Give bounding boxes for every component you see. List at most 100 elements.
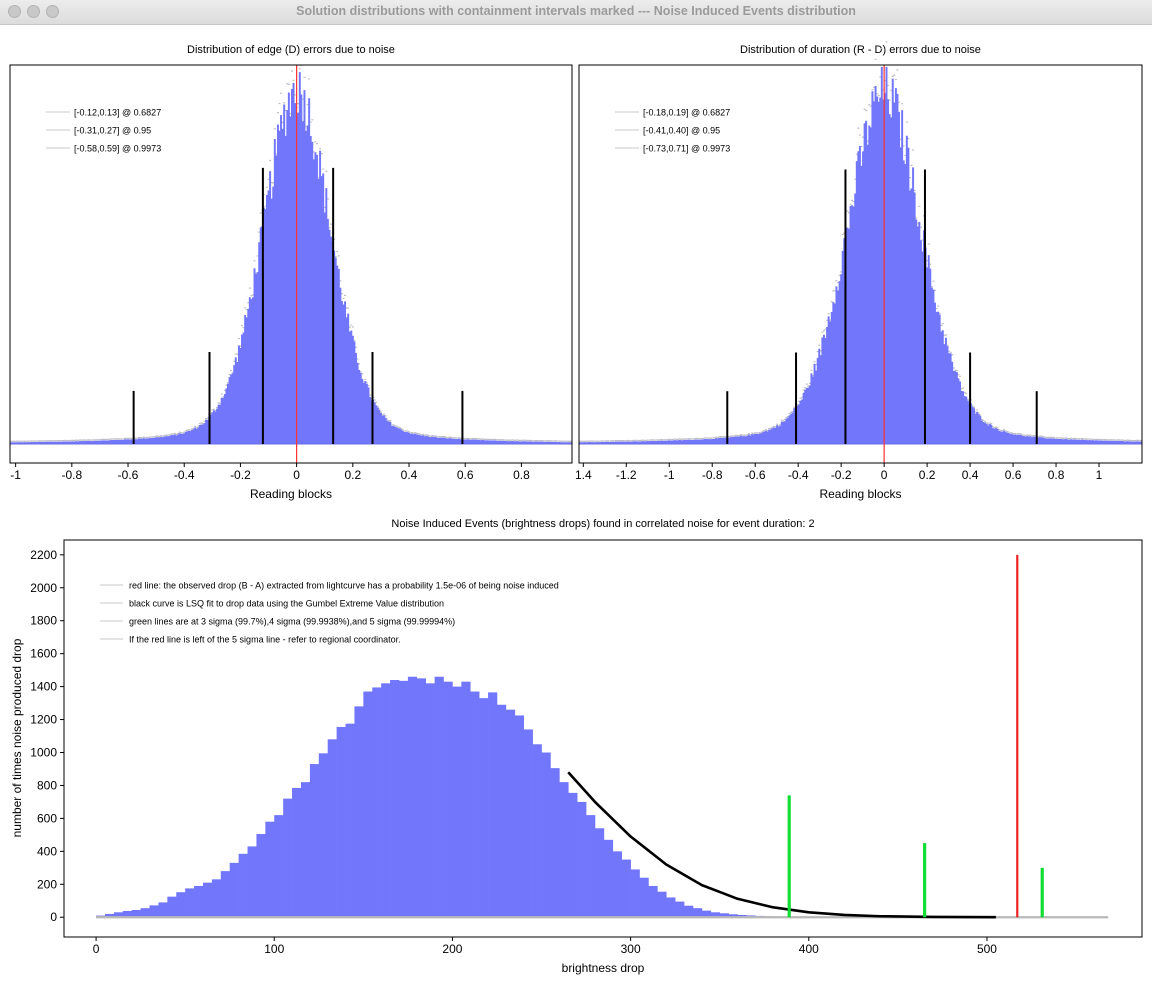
histogram-bar: [425, 683, 435, 918]
histogram-bars-edge: [10, 72, 573, 445]
histogram-bar: [327, 739, 337, 918]
x-tick-label-noise-4: 400: [799, 942, 819, 956]
histogram-bar: [363, 691, 373, 918]
histogram-bar: [274, 815, 284, 918]
histogram-bar: [684, 905, 694, 918]
x-tick-label-noise-1: 100: [264, 942, 284, 956]
legend-entry-edge-1: [-0.31,0.27] @ 0.95: [74, 126, 151, 136]
x-tick-label-duration-7: 0: [881, 468, 888, 482]
histogram-bar: [229, 862, 239, 918]
histogram-bar: [594, 828, 605, 918]
x-tick-label-duration-0: 1.4: [575, 468, 592, 482]
legend-entry-duration-1: [-0.41,0.40] @ 0.95: [643, 126, 720, 136]
histogram-bar: [220, 871, 231, 918]
x-tick-label-duration-4: -0.6: [745, 468, 766, 482]
x-tick-label-noise-5: 500: [977, 942, 997, 956]
x-tick-label-duration-12: 1: [1096, 468, 1103, 482]
window-titlebar: Solution distributions with containment …: [0, 0, 1152, 25]
histogram-bar: [577, 801, 587, 918]
chart-title-edge: Distribution of edge (D) errors due to n…: [187, 44, 395, 56]
x-tick-label-noise-3: 300: [621, 942, 641, 956]
y-tick-label-noise-4: 800: [37, 778, 57, 792]
histogram-bar: [104, 913, 115, 918]
histogram-bar: [292, 787, 302, 918]
histogram-bar: [514, 715, 525, 918]
y-tick-label-noise-1: 200: [37, 877, 57, 891]
histogram-bar: [283, 798, 293, 918]
x-tick-label-edge-7: 0.4: [401, 468, 418, 482]
close-button[interactable]: [8, 5, 21, 18]
histogram-bar: [710, 912, 721, 918]
histogram-bar: [381, 683, 391, 918]
x-tick-label-edge-0: -1: [10, 468, 21, 482]
histogram-bar: [434, 676, 444, 918]
y-tick-label-noise-5: 1000: [30, 746, 57, 760]
histogram-bar: [737, 914, 747, 918]
x-tick-label-edge-6: 0.2: [344, 468, 361, 482]
histogram-bars-duration: [579, 66, 1143, 444]
histogram-bar: [167, 896, 177, 918]
histogram-bar: [568, 792, 578, 918]
histogram-bar: [728, 914, 738, 918]
legend-entry-edge-0: [-0.12,0.13] @ 0.6827: [74, 108, 161, 118]
x-tick-label-edge-1: -0.8: [61, 468, 82, 482]
x-tick-label-duration-3: -0.8: [702, 468, 723, 482]
histogram-bar: [621, 859, 631, 918]
histogram-bar: [194, 885, 204, 918]
x-tick-label-edge-4: -0.2: [230, 468, 251, 482]
histogram-bar: [461, 681, 471, 918]
legend-entry-noise-2: green lines are at 3 sigma (99.7%),4 sig…: [129, 617, 455, 627]
x-axis-label-noise-events: brightness drop: [562, 961, 645, 975]
histogram-bar: [309, 764, 320, 918]
window-title: Solution distributions with containment …: [296, 4, 856, 18]
histogram-bar: [648, 885, 658, 918]
x-tick-label-duration-8: 0.2: [919, 468, 936, 482]
x-tick-label-duration-11: 0.8: [1048, 468, 1065, 482]
y-tick-label-noise-10: 2000: [30, 581, 57, 595]
histogram-bar: [550, 768, 560, 918]
histogram-bar: [122, 910, 133, 918]
minimize-button[interactable]: [27, 5, 40, 18]
y-tick-label-noise-3: 600: [37, 811, 57, 825]
legend-entry-noise-0: red line: the observed drop (B - A) extr…: [129, 581, 559, 591]
legend-entry-noise-3: If the red line is left of the 5 sigma l…: [129, 635, 401, 645]
chart-title-noise-events: Noise Induced Events (brightness drops) …: [391, 518, 814, 530]
histogram-bar: [630, 869, 640, 918]
y-tick-label-noise-11: 2200: [30, 548, 57, 562]
zoom-button[interactable]: [46, 5, 59, 18]
histogram-bar: [211, 879, 222, 918]
gumbel-fit-curve: [567, 771, 996, 919]
histogram-bar: [149, 905, 159, 918]
histogram-bar: [247, 846, 257, 918]
x-tick-label-edge-3: -0.4: [174, 468, 195, 482]
histogram-bar: [470, 691, 480, 918]
histogram-bar: [140, 908, 150, 918]
y-axis-label-noise-events: number of times noise produced drop: [10, 638, 24, 837]
histogram-outline-duration: [579, 41, 1143, 442]
legend-entry-noise-1: black curve is LSQ fit to drop data usin…: [129, 599, 444, 609]
y-tick-label-noise-9: 1800: [30, 614, 57, 628]
histogram-bar: [265, 821, 275, 918]
histogram-bar: [523, 729, 533, 918]
histogram-bar: [256, 834, 266, 918]
histogram-bar: [390, 680, 400, 918]
x-tick-label-duration-1: -1.2: [616, 468, 637, 482]
histogram-bar: [666, 897, 676, 918]
x-tick-label-duration-9: 0.4: [962, 468, 979, 482]
histogram-bar: [300, 782, 311, 918]
histogram-bar: [603, 839, 614, 918]
histogram-bar: [701, 910, 712, 918]
histogram-bar: [692, 908, 703, 918]
plot-frame-duration: [578, 64, 1143, 464]
x-tick-label-edge-8: 0.6: [457, 468, 474, 482]
legend-entry-duration-2: [-0.73,0.71] @ 0.9973: [643, 144, 730, 154]
histogram-bar: [176, 892, 186, 918]
histogram-bar: [488, 692, 498, 918]
histogram-bar: [559, 782, 569, 918]
x-tick-label-duration-5: -0.4: [788, 468, 809, 482]
histogram-bar: [113, 912, 124, 918]
histogram-bar: [131, 909, 141, 918]
chart-title-duration: Distribution of duration (R - D) errors …: [740, 44, 981, 56]
histogram-bar: [238, 853, 248, 918]
